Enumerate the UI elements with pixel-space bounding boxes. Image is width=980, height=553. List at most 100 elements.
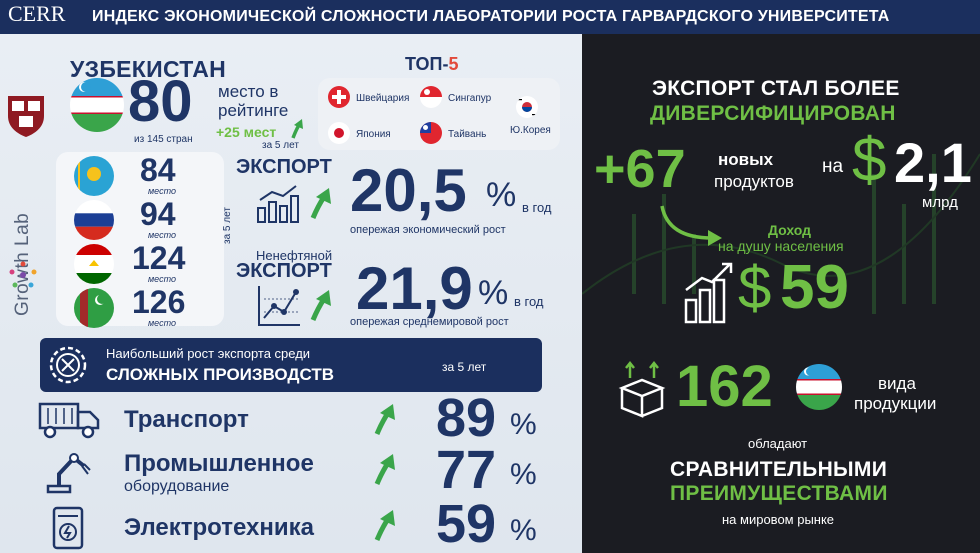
nonoil-label: ЭКСПОРТ: [236, 260, 332, 282]
change-period: за 5 лет: [262, 140, 299, 151]
complex-item-unit: %: [510, 408, 537, 441]
complex-item-value: 77: [436, 440, 497, 500]
neighbor-rank: 126: [132, 284, 186, 320]
top5-item: Швейцария: [356, 93, 410, 104]
complex-item-value: 89: [436, 388, 497, 448]
neighbor-label: место: [148, 318, 176, 328]
income-label1: Доход: [768, 222, 812, 238]
export-period: за 5 лет: [222, 207, 233, 244]
growth-arrow-icon: [310, 186, 336, 220]
nonoil-label-top: Ненефтяной: [256, 248, 333, 263]
on-label: на: [822, 156, 844, 177]
gear-icon: [46, 343, 90, 387]
new-products-l1: новых: [718, 150, 774, 169]
bar-chart-icon: [256, 182, 304, 224]
neighbor-label: место: [148, 230, 176, 240]
turkmenistan-flag-icon: [74, 288, 114, 328]
left-panel: Growth Lab УЗБЕКИСТАН 80 место в рейтинг…: [0, 34, 582, 553]
neighbor-label: место: [148, 186, 176, 196]
top5-title-text: ТОП-: [405, 54, 449, 74]
top5-item: Ю.Корея: [510, 125, 551, 136]
growth-arrow-icon: [374, 402, 400, 436]
nonoil-value: 21,9: [356, 255, 473, 322]
page-title: ИНДЕКС ЭКОНОМИЧЕСКОЙ СЛОЖНОСТИ ЛАБОРАТОР…: [92, 8, 890, 25]
export-unit: %: [486, 176, 517, 214]
taiwan-flag-icon: [420, 122, 442, 144]
robot-arm-icon: [44, 448, 94, 494]
uzbekistan-rank: 80: [128, 69, 193, 134]
world-market-label: на мировом рынке: [722, 512, 835, 527]
income-label2: на душу населения: [718, 238, 844, 254]
export-label: ЭКСПОРТ: [236, 156, 332, 178]
growth-arrow-icon: [310, 288, 336, 322]
scatter-chart-icon: [256, 284, 302, 328]
electrical-device-icon: [48, 504, 88, 552]
russia-flag-icon: [74, 200, 114, 240]
income-value: 59: [780, 253, 849, 322]
south-korea-flag-icon: [516, 96, 538, 118]
growth-arrow-icon: [374, 452, 400, 486]
right-panel: ЭКСПОРТ СТАЛ БОЛЕЕ ДИВЕРСИФИЦИРОВАН +67 …: [582, 34, 980, 553]
export-per: в год: [522, 200, 552, 215]
top5-item: Тайвань: [448, 129, 487, 140]
income-currency: $: [738, 254, 772, 321]
complex-item-value: 59: [436, 494, 497, 553]
nonoil-per: в год: [514, 294, 544, 309]
cerr-logo: CERR: [8, 3, 86, 31]
neighbor-rank: 124: [132, 240, 186, 276]
complex-item-name: Транспорт: [124, 406, 249, 433]
comparative-line2: ПРЕИМУЩЕСТВАМИ: [670, 482, 888, 505]
export-note: опережая экономический рост: [350, 224, 506, 236]
top5-title: ТОП-5: [405, 54, 459, 75]
network-dots-icon: [8, 260, 38, 290]
curved-arrow-icon: [656, 204, 726, 248]
logo-text: CERR: [8, 1, 66, 26]
uzbekistan-flag-icon: [70, 78, 124, 132]
tajikistan-flag-icon: [74, 244, 114, 284]
country-name: УЗБЕКИСТАН: [70, 56, 227, 82]
header-bar: CERR ИНДЕКС ЭКОНОМИЧЕСКОЙ СЛОЖНОСТИ ЛАБО…: [0, 0, 980, 34]
background-candles-decoration: [582, 94, 980, 334]
harvard-shield-icon: [6, 94, 46, 138]
complex-item-name: Промышленное: [124, 450, 314, 477]
singapore-flag-icon: [420, 86, 442, 108]
top5-title-num: 5: [448, 54, 459, 74]
rising-bars-icon: [682, 260, 738, 324]
new-products-l2: продуктов: [714, 172, 794, 191]
japan-flag-icon: [328, 122, 350, 144]
complex-item-name2: оборудование: [124, 478, 230, 495]
uzbekistan-flag-icon: [796, 364, 842, 410]
nonoil-note: опережая среднемировой рост: [350, 316, 509, 328]
complex-banner: Наибольший рост экспорта среди СЛОЖНЫХ П…: [40, 338, 542, 392]
complex-item-unit: %: [510, 458, 537, 491]
headline-line1: ЭКСПОРТ СТАЛ БОЛЕЕ: [652, 77, 900, 100]
box-upload-icon: [616, 358, 668, 418]
amount-unit: млрд: [922, 194, 958, 211]
growth-arrow-icon: [374, 508, 400, 542]
comparative-line1: СРАВНИТЕЛЬНЫМИ: [670, 458, 888, 481]
complex-item-unit: %: [510, 514, 537, 547]
amount-value: 2,1: [894, 131, 972, 194]
growth-lab-brand: Growth Lab: [4, 146, 44, 326]
export-value: 20,5: [350, 157, 467, 224]
amount-currency: $: [852, 126, 887, 195]
out-of-label: из 145 стран: [134, 134, 193, 145]
products-l2: продукции: [854, 394, 937, 413]
kazakhstan-flag-icon: [74, 156, 114, 196]
up-arrow-icon: [290, 118, 308, 140]
top5-item: Япония: [356, 129, 391, 140]
complex-line2: СЛОЖНЫХ ПРОИЗВОДСТВ: [106, 365, 335, 384]
top5-item: Сингапур: [448, 93, 492, 104]
switzerland-flag-icon: [328, 86, 350, 108]
products-count: 162: [676, 354, 773, 419]
complex-item-name: Электротехника: [124, 514, 314, 541]
neighbor-label: место: [148, 274, 176, 284]
neighbor-rank: 94: [140, 196, 176, 232]
truck-icon: [38, 400, 100, 440]
neighbor-rank: 84: [140, 152, 176, 188]
have-label: обладают: [748, 436, 808, 451]
rank-change: +25 мест: [216, 124, 277, 140]
new-products-value: +67: [594, 139, 686, 199]
complex-period: за 5 лет: [442, 360, 487, 374]
headline-line2: ДИВЕРСИФИЦИРОВАН: [650, 102, 896, 125]
